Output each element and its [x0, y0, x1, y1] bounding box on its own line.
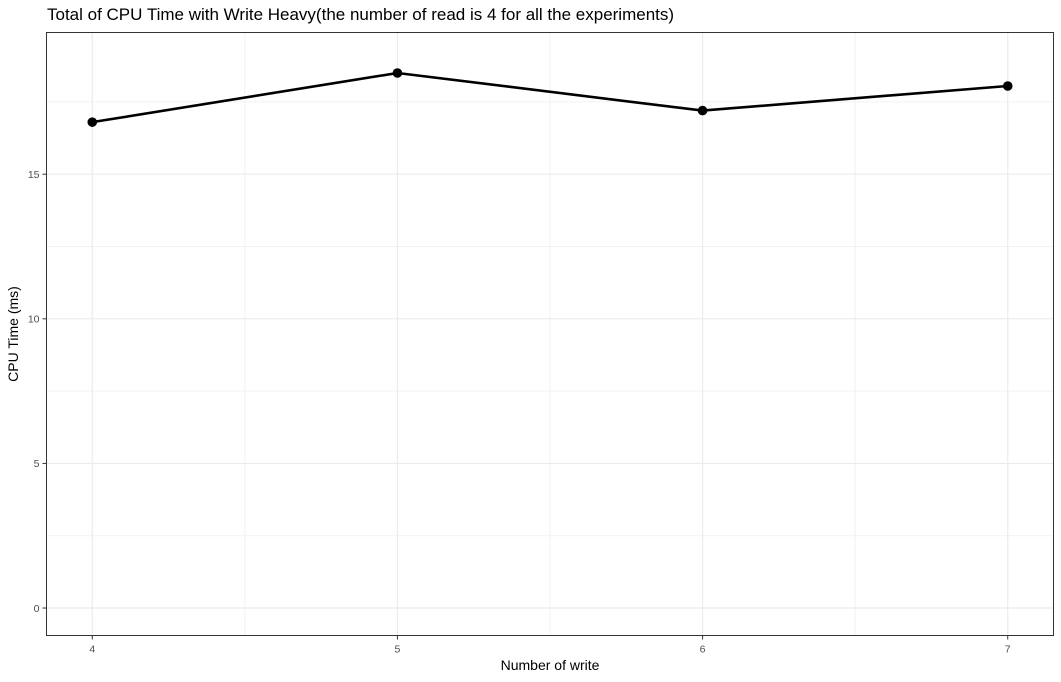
major-gridlines — [46, 32, 1054, 636]
series-line — [92, 71, 1008, 124]
plot-panel — [46, 32, 1054, 636]
x-tick-label: 6 — [700, 644, 706, 656]
data-point — [87, 117, 98, 127]
x-axis-label: Number of write — [501, 657, 600, 673]
data-point — [392, 68, 403, 78]
y-axis-label: CPU Time (ms) — [5, 286, 21, 382]
x-tick-label: 5 — [395, 644, 401, 656]
chart-title: Total of CPU Time with Write Heavy(the n… — [47, 5, 674, 24]
y-tick-label: 15 — [28, 169, 40, 181]
data-point — [697, 105, 708, 116]
x-axis: 4 5 6 7 — [89, 635, 1011, 656]
data-point — [1002, 81, 1013, 91]
y-axis: 0 5 10 15 — [28, 169, 47, 615]
y-tick-label: 5 — [34, 458, 40, 470]
x-tick-label: 7 — [1005, 644, 1011, 656]
panel-border — [46, 32, 1054, 636]
y-tick-label: 10 — [28, 314, 40, 326]
x-tick-label: 4 — [89, 644, 95, 656]
minor-gridlines — [46, 32, 1054, 636]
y-tick-label: 0 — [34, 603, 40, 615]
series-layer — [87, 68, 1013, 127]
